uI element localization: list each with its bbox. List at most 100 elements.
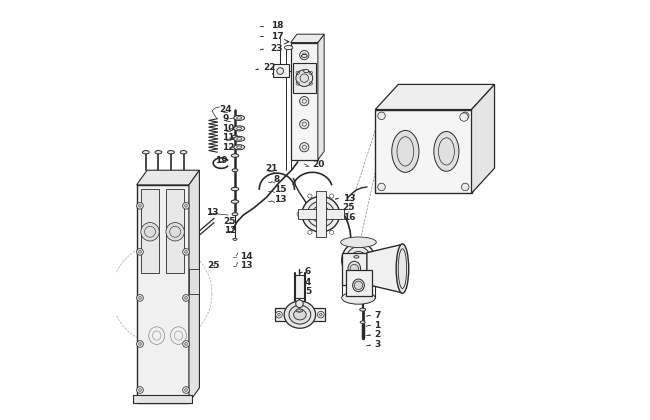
Text: 13: 13 xyxy=(240,261,253,270)
Text: 3: 3 xyxy=(374,340,381,349)
Polygon shape xyxy=(133,395,192,402)
Text: 4: 4 xyxy=(305,278,311,286)
Ellipse shape xyxy=(155,150,162,154)
Ellipse shape xyxy=(304,69,309,73)
Ellipse shape xyxy=(289,305,311,324)
Text: 22: 22 xyxy=(263,63,276,72)
Text: 13: 13 xyxy=(205,207,218,217)
Text: 13: 13 xyxy=(274,195,287,204)
Text: 8: 8 xyxy=(274,176,280,184)
Circle shape xyxy=(136,202,143,209)
Text: 11: 11 xyxy=(222,134,235,142)
Text: 7: 7 xyxy=(374,311,381,320)
Polygon shape xyxy=(318,34,324,160)
Ellipse shape xyxy=(342,291,375,304)
Ellipse shape xyxy=(342,242,375,278)
Bar xyxy=(295,275,304,298)
Circle shape xyxy=(166,223,185,241)
Circle shape xyxy=(296,300,304,307)
Text: 2: 2 xyxy=(374,330,381,339)
Circle shape xyxy=(300,143,309,152)
Ellipse shape xyxy=(348,261,361,276)
Ellipse shape xyxy=(232,213,238,215)
Text: 21: 21 xyxy=(266,165,278,173)
Text: 25: 25 xyxy=(207,261,220,270)
Circle shape xyxy=(136,294,143,301)
Bar xyxy=(375,110,471,193)
Ellipse shape xyxy=(341,237,376,247)
Polygon shape xyxy=(136,170,200,185)
Bar xyxy=(189,269,200,294)
Ellipse shape xyxy=(302,197,340,232)
Ellipse shape xyxy=(312,206,330,223)
Polygon shape xyxy=(136,185,189,402)
Circle shape xyxy=(300,120,309,129)
Ellipse shape xyxy=(360,321,365,323)
Text: 1: 1 xyxy=(374,320,381,330)
Ellipse shape xyxy=(231,200,239,203)
Polygon shape xyxy=(367,244,402,293)
Circle shape xyxy=(350,265,359,273)
Ellipse shape xyxy=(284,301,316,328)
Text: 12: 12 xyxy=(224,226,236,236)
Ellipse shape xyxy=(285,45,292,50)
Ellipse shape xyxy=(296,309,303,312)
Circle shape xyxy=(136,341,143,347)
Ellipse shape xyxy=(434,131,459,171)
Ellipse shape xyxy=(354,256,359,258)
Circle shape xyxy=(183,294,189,301)
Text: 19: 19 xyxy=(215,156,228,165)
Circle shape xyxy=(136,249,143,255)
Ellipse shape xyxy=(231,187,239,191)
Ellipse shape xyxy=(234,126,244,131)
Text: 17: 17 xyxy=(270,32,283,41)
Ellipse shape xyxy=(302,55,307,58)
Ellipse shape xyxy=(350,252,367,269)
Bar xyxy=(342,253,367,284)
Bar xyxy=(141,189,159,273)
Circle shape xyxy=(183,341,189,347)
Ellipse shape xyxy=(232,135,238,138)
Circle shape xyxy=(300,74,309,83)
Text: 16: 16 xyxy=(343,213,355,222)
Polygon shape xyxy=(471,84,495,193)
Text: 20: 20 xyxy=(313,160,325,169)
Ellipse shape xyxy=(180,150,187,154)
Bar xyxy=(291,42,318,160)
Polygon shape xyxy=(275,308,325,321)
Ellipse shape xyxy=(346,247,371,274)
Bar xyxy=(316,191,326,237)
Ellipse shape xyxy=(234,116,244,121)
Circle shape xyxy=(369,271,375,277)
Bar xyxy=(346,270,372,296)
Text: 25: 25 xyxy=(224,217,236,226)
Circle shape xyxy=(378,112,385,120)
Polygon shape xyxy=(291,34,324,42)
Circle shape xyxy=(141,223,159,241)
Ellipse shape xyxy=(168,150,174,154)
Text: 15: 15 xyxy=(274,185,287,194)
Circle shape xyxy=(296,70,313,87)
Text: 13: 13 xyxy=(343,194,355,203)
Ellipse shape xyxy=(233,238,237,240)
Circle shape xyxy=(460,113,468,121)
Ellipse shape xyxy=(392,131,419,172)
Circle shape xyxy=(183,249,189,255)
Ellipse shape xyxy=(294,310,306,320)
Text: 25: 25 xyxy=(343,203,355,213)
Ellipse shape xyxy=(359,308,365,311)
Ellipse shape xyxy=(396,244,409,293)
Bar xyxy=(272,64,289,77)
Text: 18: 18 xyxy=(270,21,283,30)
Ellipse shape xyxy=(231,154,239,157)
Text: 12: 12 xyxy=(222,143,235,152)
Text: 5: 5 xyxy=(305,287,311,296)
Ellipse shape xyxy=(142,150,150,154)
Circle shape xyxy=(378,183,385,191)
Text: 23: 23 xyxy=(270,45,283,53)
Bar xyxy=(298,209,344,219)
Ellipse shape xyxy=(234,145,244,150)
Circle shape xyxy=(276,311,282,318)
Circle shape xyxy=(300,97,309,106)
Text: 14: 14 xyxy=(240,252,253,260)
